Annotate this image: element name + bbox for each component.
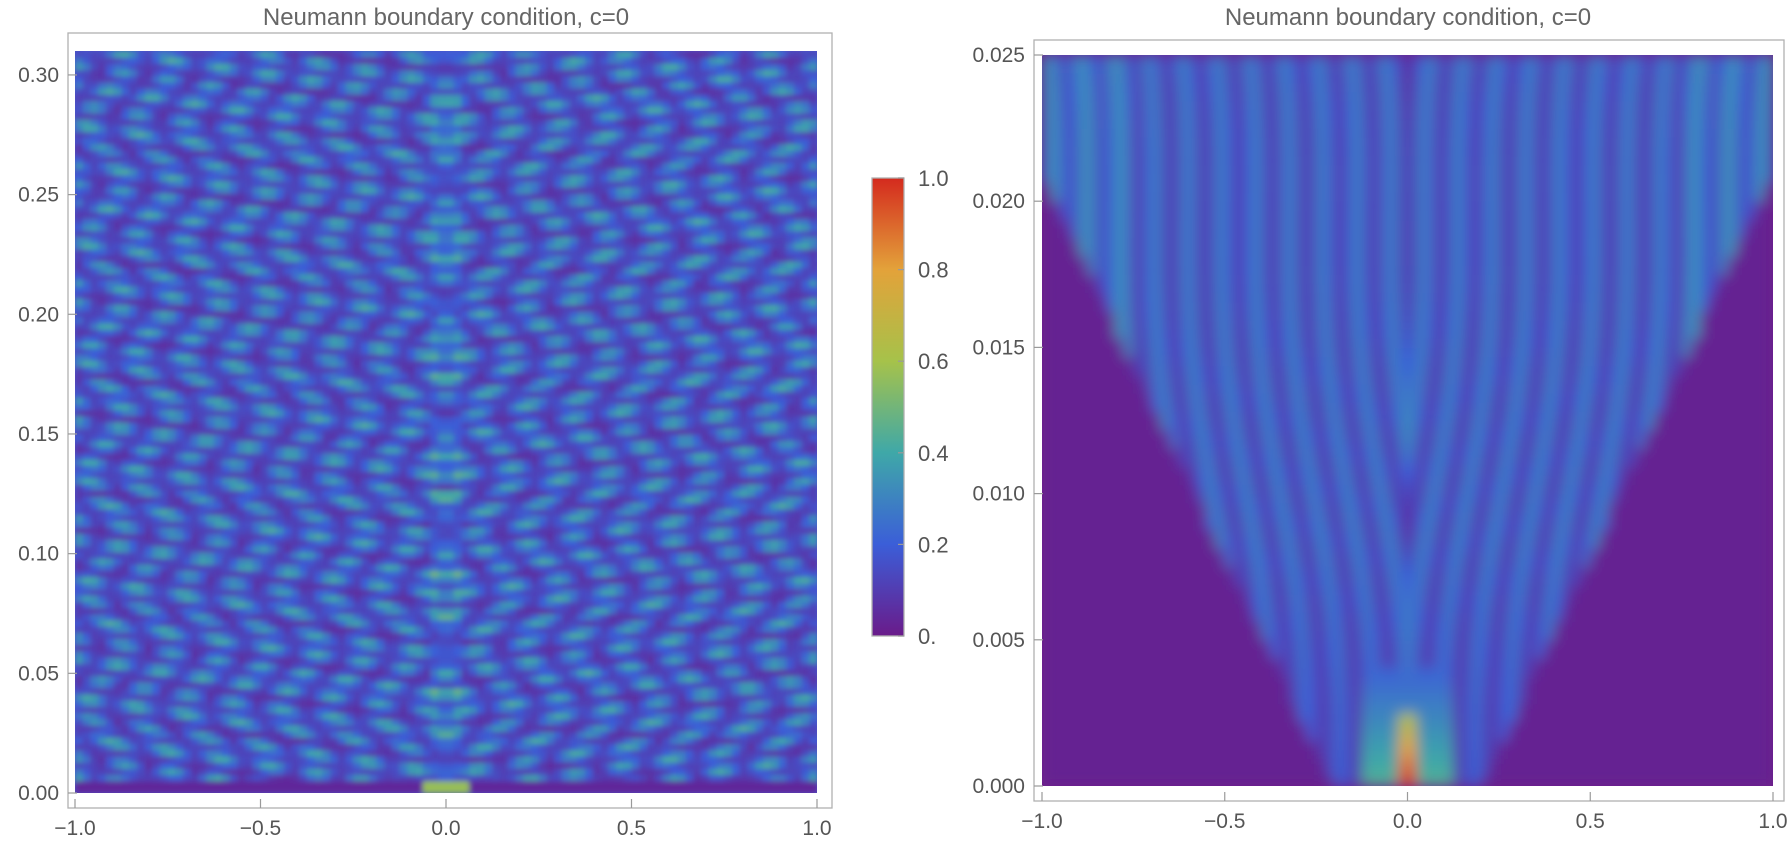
right-x-tick-label: 0.5 xyxy=(1576,810,1605,833)
right-x-tick-label: −0.5 xyxy=(1204,810,1245,833)
right-chart-title: Neumann boundary condition, c=0 xyxy=(1225,4,1591,31)
left-chart-title: Neumann boundary condition, c=0 xyxy=(263,4,629,31)
right-x-tick-label: 1.0 xyxy=(1758,810,1787,833)
right-y-tick-label: 0.015 xyxy=(972,336,1025,359)
right-x-tick-label: 0.0 xyxy=(1393,810,1422,833)
left-y-tick-label: 0.00 xyxy=(18,782,59,805)
right-y-tick-label: 0.025 xyxy=(972,44,1025,67)
right-y-tick-label: 0.020 xyxy=(972,190,1025,213)
left-y-tick-label: 0.10 xyxy=(18,543,59,566)
colorbar-tick-label: 0.8 xyxy=(918,258,949,283)
left-y-tick-label: 0.15 xyxy=(18,423,59,446)
right-y-tick-label: 0.010 xyxy=(972,483,1025,506)
left-x-tick-label: 1.0 xyxy=(802,817,831,840)
left-y-tick-label: 0.20 xyxy=(18,303,59,326)
heatmap-left: Neumann boundary condition, c=0 −1.0 −0.5… xyxy=(18,4,832,840)
left-x-tick-label: −1.0 xyxy=(54,817,95,840)
right-x-tick-label: −1.0 xyxy=(1021,810,1062,833)
right-y-tick-label: 0.005 xyxy=(972,629,1025,652)
colorbar-tick-label: 0.6 xyxy=(918,349,949,374)
colorbar-gradient xyxy=(872,178,904,636)
left-x-tick-label: −0.5 xyxy=(240,817,281,840)
left-y-tick-label: 0.30 xyxy=(18,64,59,87)
colorbar-tick-label: 0.2 xyxy=(918,532,949,557)
colorbar-tick-label: 0. xyxy=(918,624,936,649)
heatmap-right: Neumann boundary condition, c=0 −1.0 −0.5… xyxy=(972,4,1787,833)
colorbar-ticks: 0. 0.2 0.4 0.6 0.8 1.0 xyxy=(898,166,949,649)
left-y-tick-label: 0.25 xyxy=(18,184,59,207)
left-heat-field xyxy=(75,51,818,794)
right-y-tick-label: 0.000 xyxy=(972,775,1025,798)
colorbar-tick-label: 1.0 xyxy=(918,166,949,191)
colorbar-tick-label: 0.4 xyxy=(918,441,949,466)
left-x-tick-label: 0.0 xyxy=(431,817,460,840)
left-y-tick-label: 0.05 xyxy=(18,662,59,685)
colorbar: 0. 0.2 0.4 0.6 0.8 1.0 xyxy=(872,166,949,649)
right-heat-field xyxy=(1042,55,1774,787)
left-x-tick-label: 0.5 xyxy=(617,817,646,840)
